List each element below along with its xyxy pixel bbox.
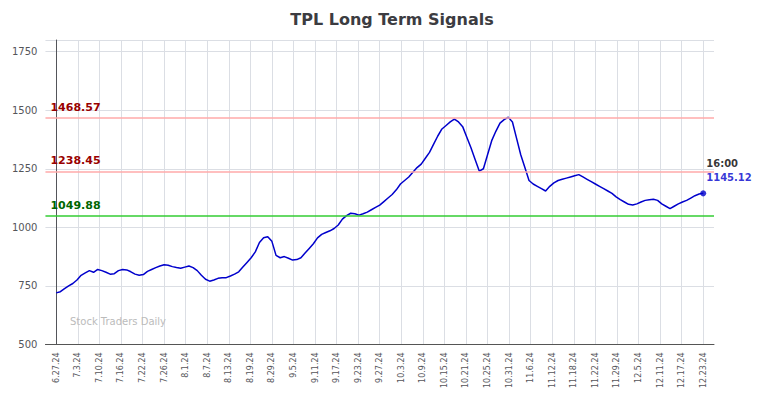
svg-text:11.29.24: 11.29.24 xyxy=(612,352,621,388)
svg-text:1468.57: 1468.57 xyxy=(50,101,100,114)
svg-text:10.15.24: 10.15.24 xyxy=(440,352,449,388)
svg-text:12.5.24: 12.5.24 xyxy=(634,352,643,383)
svg-text:10.21.24: 10.21.24 xyxy=(461,352,470,388)
svg-text:500: 500 xyxy=(18,339,37,350)
svg-text:16:00: 16:00 xyxy=(706,158,738,169)
svg-text:Stock Traders Daily: Stock Traders Daily xyxy=(70,316,166,327)
svg-text:TPL Long Term Signals: TPL Long Term Signals xyxy=(290,10,493,29)
svg-text:10.31.24: 10.31.24 xyxy=(505,352,514,388)
svg-text:8.1.24: 8.1.24 xyxy=(181,352,190,377)
svg-text:7.16.24: 7.16.24 xyxy=(116,352,125,383)
svg-text:12.23.24: 12.23.24 xyxy=(699,352,708,388)
svg-text:7.3.24: 7.3.24 xyxy=(73,352,82,377)
svg-text:11.18.24: 11.18.24 xyxy=(569,352,578,388)
svg-text:10.9.24: 10.9.24 xyxy=(418,352,427,383)
svg-text:12.11.24: 12.11.24 xyxy=(656,352,665,388)
svg-text:9.5.24: 9.5.24 xyxy=(289,352,298,377)
svg-text:750: 750 xyxy=(18,280,37,291)
svg-text:11.12.24: 11.12.24 xyxy=(548,352,557,388)
svg-text:8.13.24: 8.13.24 xyxy=(224,352,233,383)
svg-text:8.29.24: 8.29.24 xyxy=(267,352,276,383)
svg-text:8.7.24: 8.7.24 xyxy=(203,352,212,377)
svg-text:1000: 1000 xyxy=(12,222,37,233)
svg-text:6.27.24: 6.27.24 xyxy=(52,352,61,383)
svg-text:1049.88: 1049.88 xyxy=(50,199,100,212)
svg-text:9.17.24: 9.17.24 xyxy=(332,352,341,383)
svg-text:7.22.24: 7.22.24 xyxy=(138,352,147,383)
svg-text:9.23.24: 9.23.24 xyxy=(354,352,363,383)
svg-text:1238.45: 1238.45 xyxy=(50,154,100,167)
svg-text:12.17.24: 12.17.24 xyxy=(677,352,686,388)
svg-text:10.25.24: 10.25.24 xyxy=(483,352,492,388)
svg-text:1250: 1250 xyxy=(12,163,37,174)
svg-text:7.10.24: 7.10.24 xyxy=(95,352,104,383)
svg-text:1500: 1500 xyxy=(12,105,37,116)
svg-text:9.11.24: 9.11.24 xyxy=(311,352,320,383)
svg-text:11.22.24: 11.22.24 xyxy=(591,352,600,388)
svg-text:11.6.24: 11.6.24 xyxy=(526,352,535,383)
svg-text:1145.12: 1145.12 xyxy=(706,172,752,183)
svg-text:7.26.24: 7.26.24 xyxy=(160,352,169,383)
svg-text:9.27.24: 9.27.24 xyxy=(375,352,384,383)
svg-text:8.19.24: 8.19.24 xyxy=(246,352,255,383)
svg-text:10.3.24: 10.3.24 xyxy=(397,352,406,383)
svg-text:1750: 1750 xyxy=(12,46,37,57)
